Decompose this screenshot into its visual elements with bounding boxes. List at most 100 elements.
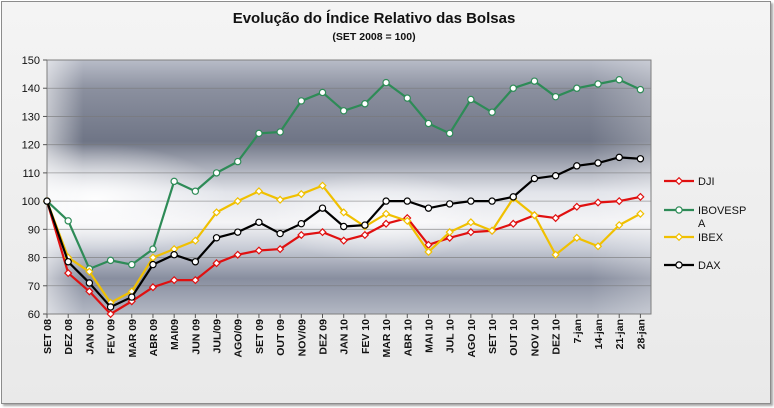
data-point-ibovespa xyxy=(467,95,475,104)
data-point-dji xyxy=(64,268,73,278)
data-point-ibovespa xyxy=(149,245,157,253)
data-point-dji xyxy=(85,287,94,296)
data-point-dax xyxy=(64,258,72,266)
data-point-dax xyxy=(255,218,263,226)
x-tick-label: OUT 10 xyxy=(508,319,520,356)
data-point-ibex xyxy=(254,187,264,196)
x-tick-label: AGO 10 xyxy=(466,319,478,358)
y-tick-label: 90 xyxy=(28,224,40,236)
data-point-dji xyxy=(212,259,221,268)
legend-swatch-marker xyxy=(675,206,683,214)
x-tick-label: MAR 09 xyxy=(127,319,139,358)
legend-item-dax: DAX xyxy=(664,260,721,272)
data-point-dax xyxy=(276,229,284,238)
x-tick-label: OUT 09 xyxy=(275,319,287,356)
series-dax xyxy=(43,153,645,311)
data-point-dji xyxy=(572,202,581,211)
x-tick-label: JUL 10 xyxy=(445,319,457,353)
data-point-ibovespa xyxy=(234,157,242,166)
x-tick-label: DEZ 10 xyxy=(551,319,563,355)
x-tick-label: 14-jan xyxy=(593,319,605,349)
data-point-ibex xyxy=(233,196,242,206)
data-point-ibovespa xyxy=(170,177,178,186)
data-point-ibex xyxy=(445,228,454,237)
data-point-dji xyxy=(233,250,242,259)
y-tick-label: 150 xyxy=(22,55,40,67)
legend-swatch-marker xyxy=(674,232,684,242)
x-tick-label: MAI 10 xyxy=(423,319,435,353)
data-point-dax xyxy=(340,222,348,231)
data-point-dji xyxy=(551,213,560,223)
data-point-dax xyxy=(615,153,623,162)
y-tick-label: 100 xyxy=(22,196,40,208)
y-tick-label: 120 xyxy=(22,140,40,152)
x-axis: SET 08 DEZ 08 JAN 09 FEV 09 MAR 09 ABR 09 MAI0… xyxy=(42,314,647,358)
data-point-dji xyxy=(360,230,370,240)
data-point-ibovespa xyxy=(594,80,602,88)
data-point-dji xyxy=(339,236,348,245)
legend-swatch-marker xyxy=(674,176,684,186)
data-point-ibex xyxy=(148,253,158,262)
x-tick-label: JUN 09 xyxy=(190,319,202,355)
data-point-dji xyxy=(297,230,306,240)
data-point-dji xyxy=(381,219,391,228)
data-point-ibex xyxy=(381,209,391,218)
data-point-dax xyxy=(382,197,390,205)
data-point-ibex xyxy=(424,247,433,257)
data-point-dji xyxy=(254,246,264,255)
data-point-ibovespa xyxy=(276,128,284,136)
data-point-ibex xyxy=(85,267,94,276)
data-point-dji xyxy=(127,297,136,306)
data-point-ibex xyxy=(318,181,327,190)
data-point-dax xyxy=(467,197,475,205)
x-tick-label: SET 08 xyxy=(42,319,54,354)
data-point-dji xyxy=(636,192,645,202)
data-point-dax xyxy=(170,251,178,259)
legend-label: DJI xyxy=(698,176,715,188)
data-point-dax xyxy=(43,197,51,205)
x-tick-label: 7-jan xyxy=(572,319,584,344)
x-tick-label: FEV 10 xyxy=(360,319,372,354)
data-point-ibex xyxy=(403,216,412,226)
data-point-dji xyxy=(170,275,179,285)
legend-label: DAX xyxy=(698,260,721,272)
data-point-ibovespa xyxy=(636,85,645,94)
x-tick-label: MAI09 xyxy=(169,319,181,350)
y-tick-label: 80 xyxy=(28,253,40,265)
x-tick-label: ABR 10 xyxy=(402,319,414,357)
data-point-ibex xyxy=(615,220,624,230)
data-point-ibovespa xyxy=(212,169,221,177)
data-point-dax xyxy=(488,197,496,205)
data-point-dax xyxy=(149,260,157,269)
data-point-ibex xyxy=(275,195,285,204)
data-point-ibovespa xyxy=(340,107,348,115)
x-tick-label: NOV 10 xyxy=(529,319,541,357)
data-point-ibex xyxy=(339,208,348,217)
data-point-dax xyxy=(551,172,560,180)
data-point-dax xyxy=(191,258,200,266)
data-point-ibovespa xyxy=(573,84,581,92)
data-point-ibovespa xyxy=(509,84,517,92)
legend: DJI IBOVESP A IBEX DAX xyxy=(664,176,746,272)
data-point-ibovespa xyxy=(488,108,496,116)
data-point-dax xyxy=(128,293,136,301)
data-point-ibex xyxy=(593,242,603,251)
data-point-dji xyxy=(615,196,624,206)
chart-subtitle: (SET 2008 = 100) xyxy=(332,31,415,43)
x-tick-label: JUL/09 xyxy=(212,319,224,354)
data-point-ibovespa xyxy=(615,76,623,84)
data-point-dji xyxy=(148,283,158,292)
series-group xyxy=(42,76,645,319)
gridlines xyxy=(47,87,651,287)
data-point-dax xyxy=(530,174,539,183)
x-tick-label: 21-jan xyxy=(614,319,626,349)
data-point-ibovespa xyxy=(191,187,200,195)
legend-item-dji: DJI xyxy=(664,176,715,188)
data-point-ibex xyxy=(191,236,200,245)
y-tick-label: 60 xyxy=(28,309,40,321)
data-point-ibovespa xyxy=(551,92,560,101)
data-point-dji xyxy=(466,228,476,237)
data-point-dax xyxy=(318,204,327,212)
x-tick-label: AGO/09 xyxy=(233,319,245,358)
y-tick-label: 110 xyxy=(22,168,40,180)
